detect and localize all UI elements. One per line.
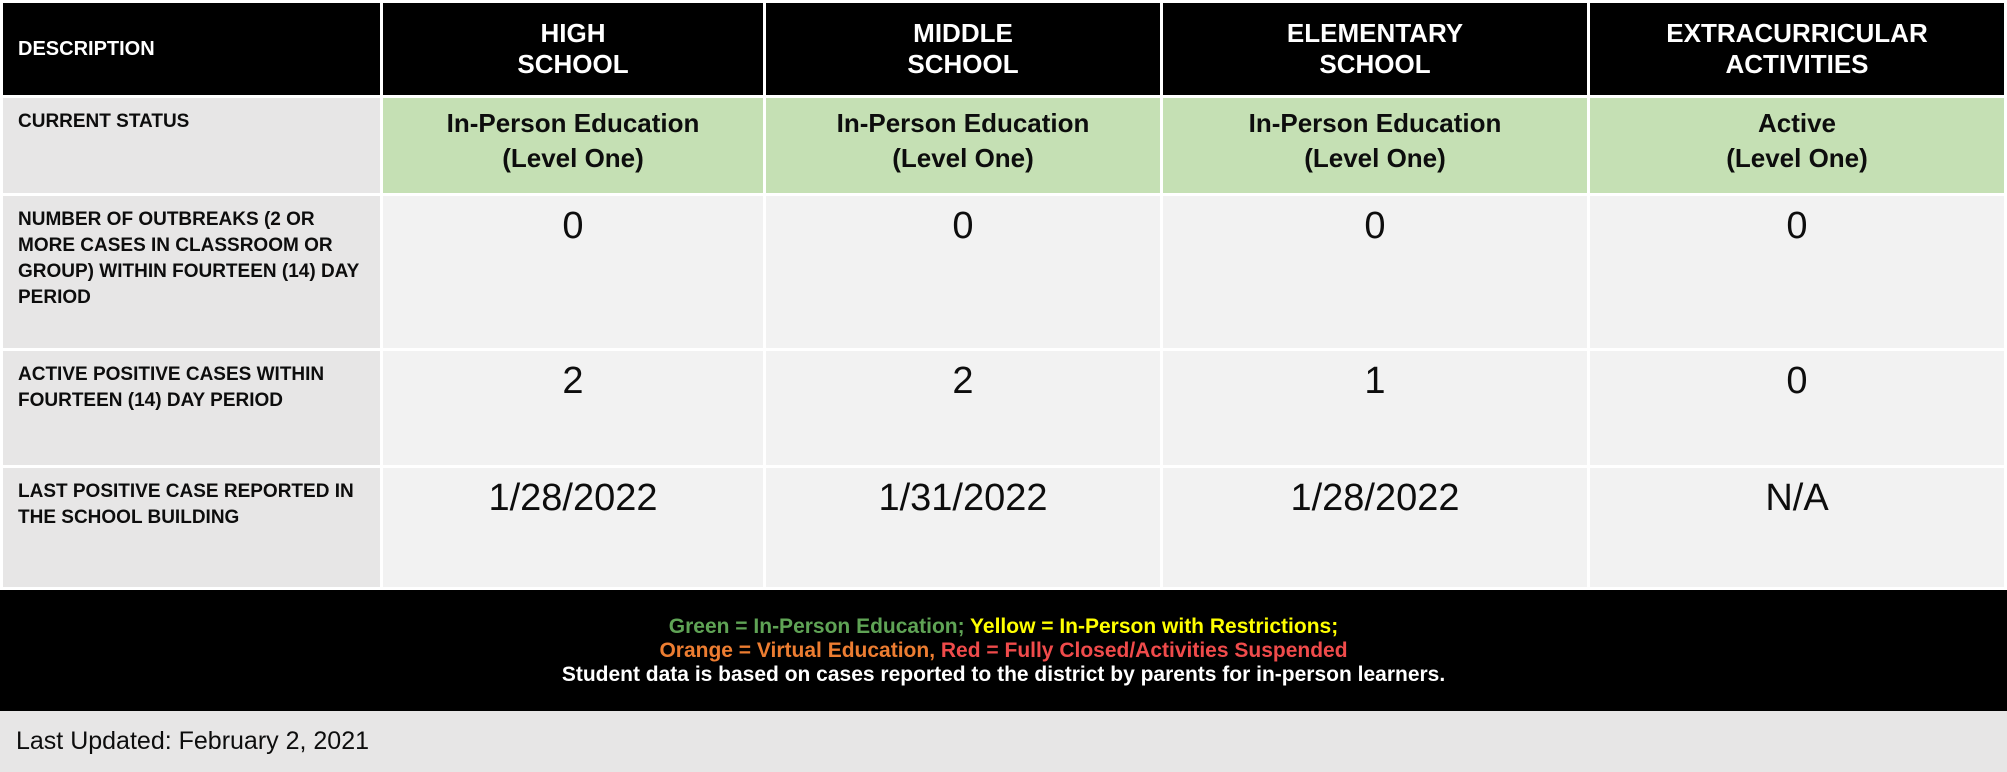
last-updated-text: Last Updated: February 2, 2021	[16, 727, 370, 755]
legend-bar: Green = In-Person Education; Yellow = In…	[0, 590, 2007, 711]
outbreaks-elementary-school: 0	[1163, 196, 1587, 348]
status-table: DESCRIPTION HIGH SCHOOL MIDDLE SCHOOL EL…	[3, 3, 2004, 587]
legend-line-orange-red: Orange = Virtual Education, Red = Fully …	[659, 639, 1347, 663]
header-line: HIGH	[540, 18, 606, 48]
status-line: In-Person Education	[1248, 108, 1502, 138]
legend-orange-text: Orange = Virtual Education,	[659, 638, 936, 662]
row-label-number-of-outbreaks: NUMBER OF OUTBREAKS (2 OR MORE CASES IN …	[3, 196, 380, 348]
status-line: (Level One)	[1726, 143, 1868, 173]
col-header-description: DESCRIPTION	[3, 3, 380, 95]
col-header-description-label: DESCRIPTION	[18, 37, 155, 60]
status-line: (Level One)	[1304, 143, 1446, 173]
status-cell-middle-school: In-Person Education (Level One)	[766, 98, 1160, 193]
active-cases-high-school: 2	[383, 351, 763, 465]
status-cell-extracurricular: Active (Level One)	[1590, 98, 2004, 193]
header-line: SCHOOL	[1319, 49, 1431, 79]
header-line: MIDDLE	[913, 18, 1013, 48]
header-line: SCHOOL	[907, 49, 1019, 79]
col-header-extracurricular-activities: EXTRACURRICULAR ACTIVITIES	[1590, 3, 2004, 95]
legend-red-text: Red = Fully Closed/Activities Suspended	[935, 638, 1348, 662]
row-label-current-status: CURRENT STATUS	[3, 98, 380, 193]
active-cases-middle-school: 2	[766, 351, 1160, 465]
legend-green-text: Green = In-Person Education;	[668, 614, 965, 638]
col-header-elementary-school: ELEMENTARY SCHOOL	[1163, 3, 1587, 95]
status-line: (Level One)	[892, 143, 1034, 173]
col-header-middle-school: MIDDLE SCHOOL	[766, 3, 1160, 95]
row-label-active-positive-cases: ACTIVE POSITIVE CASES WITHIN FOURTEEN (1…	[3, 351, 380, 465]
active-cases-extracurricular: 0	[1590, 351, 2004, 465]
status-line: Active	[1757, 108, 1837, 138]
last-case-elementary-school: 1/28/2022	[1163, 468, 1587, 587]
last-case-high-school: 1/28/2022	[383, 468, 763, 587]
status-cell-high-school: In-Person Education (Level One)	[383, 98, 763, 193]
header-line: EXTRACURRICULAR	[1666, 18, 1928, 48]
status-line: In-Person Education	[446, 108, 700, 138]
outbreaks-high-school: 0	[383, 196, 763, 348]
outbreaks-extracurricular: 0	[1590, 196, 2004, 348]
outbreaks-middle-school: 0	[766, 196, 1160, 348]
legend-line-green-yellow: Green = In-Person Education; Yellow = In…	[669, 615, 1338, 639]
col-header-high-school: HIGH SCHOOL	[383, 3, 763, 95]
header-line: ACTIVITIES	[1725, 49, 1869, 79]
last-case-extracurricular: N/A	[1590, 468, 2004, 587]
legend-note: Student data is based on cases reported …	[561, 662, 1446, 686]
status-line: In-Person Education	[836, 108, 1090, 138]
last-case-middle-school: 1/31/2022	[766, 468, 1160, 587]
active-cases-elementary-school: 1	[1163, 351, 1587, 465]
header-line: SCHOOL	[517, 49, 629, 79]
status-line: (Level One)	[502, 143, 644, 173]
status-cell-elementary-school: In-Person Education (Level One)	[1163, 98, 1587, 193]
row-label-last-positive-case: LAST POSITIVE CASE REPORTED IN THE SCHOO…	[3, 468, 380, 587]
legend-yellow-text: Yellow = In-Person with Restrictions;	[964, 614, 1339, 638]
last-updated-bar: Last Updated: February 2, 2021	[0, 711, 2007, 772]
header-line: ELEMENTARY	[1286, 18, 1464, 48]
